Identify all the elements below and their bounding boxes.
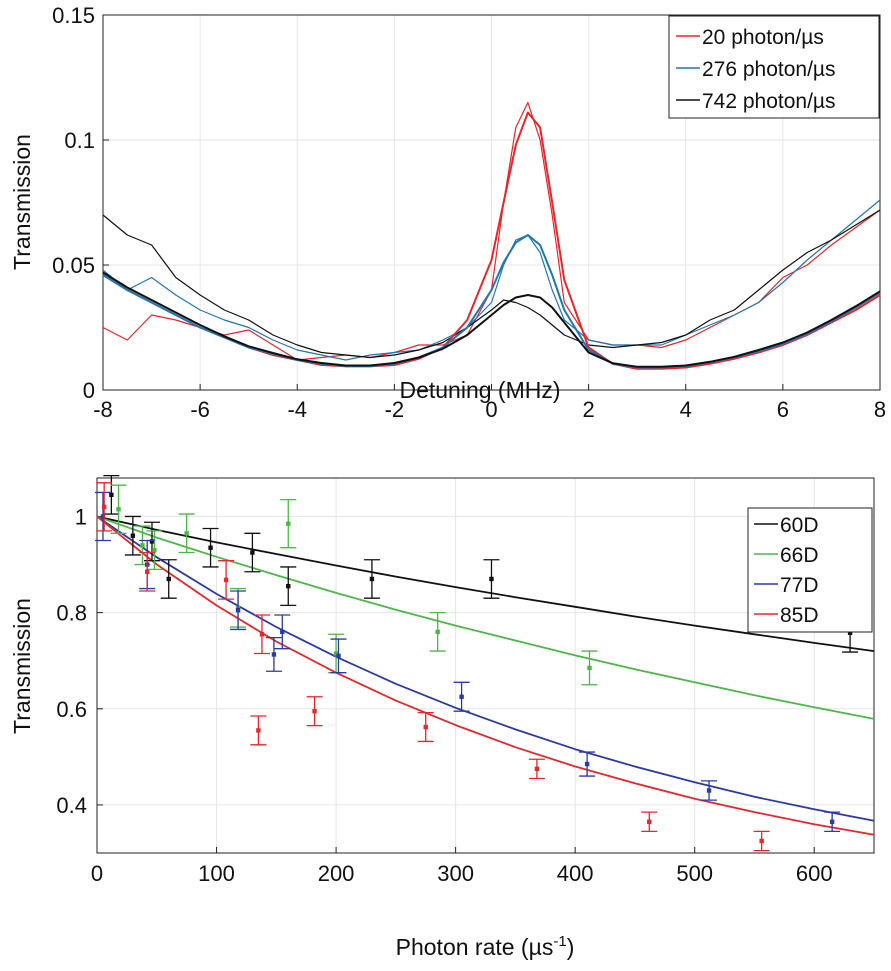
top-y-tick-label: 0 — [83, 378, 95, 403]
top-x-tick-label: 4 — [680, 397, 692, 422]
bottom-x-tick-label: 600 — [796, 861, 833, 886]
top-x-tick-label: -4 — [287, 397, 307, 422]
bottom-data-point — [116, 507, 121, 512]
bottom-data-point — [647, 819, 652, 824]
top-x-axis-label: Detuning (MHz) — [399, 377, 560, 403]
top-legend-label: 742 photon/µs — [702, 90, 836, 113]
bottom-data-point — [250, 550, 255, 555]
bottom-data-point — [208, 545, 213, 550]
top-y-tick-label: 0.15 — [52, 3, 95, 28]
bottom-chart: 0 100 200 300 400 500 600 0.4 0.6 0.8 1 Photon ra… — [9, 474, 875, 960]
bottom-legend-box — [747, 507, 873, 633]
bottom-y-tick-label: 1 — [75, 504, 87, 529]
top-x-tick-label: -6 — [190, 397, 210, 422]
bottom-data-point — [336, 653, 341, 659]
bottom-data-point — [312, 708, 317, 714]
top-series-fit-line — [102, 271, 881, 368]
bottom-data-point — [534, 766, 540, 772]
top-legend-label: 20 photon/µs — [702, 26, 824, 49]
bottom-data-point — [101, 504, 107, 510]
bottom-series-fit-line — [96, 515, 875, 720]
top-legend-label: 276 photon/µs — [702, 58, 836, 81]
bottom-y-axis-label: Transmission — [9, 598, 35, 734]
bottom-legend: 60D 66D 77D 85D — [747, 507, 873, 633]
bottom-data-point — [235, 608, 241, 613]
bottom-x-tick-label: 200 — [318, 861, 355, 886]
bottom-data-point — [259, 632, 265, 637]
top-x-tick-label: 8 — [874, 397, 886, 422]
bottom-data-point — [184, 531, 189, 536]
bottom-data-point — [152, 547, 157, 553]
bottom-data-point — [706, 788, 712, 793]
bottom-data-point — [223, 577, 229, 583]
top-y-tick-label: 0.1 — [64, 128, 95, 153]
bottom-data-point — [140, 543, 145, 548]
top-y-tick-labels: 0 0.05 0.1 0.15 — [52, 3, 95, 403]
bottom-legend-label: 66D — [780, 544, 819, 567]
bottom-data-point — [584, 761, 590, 767]
top-y-axis-label: Transmission — [9, 134, 35, 270]
bottom-data-point — [280, 629, 285, 635]
top-x-tick-label: 2 — [583, 397, 595, 422]
bottom-y-tick-labels: 0.4 0.6 0.8 1 — [56, 504, 87, 817]
bottom-x-axis-label-main: Photon rate (µs — [396, 934, 554, 960]
bottom-data-point — [333, 651, 339, 656]
bottom-data-point — [489, 576, 494, 582]
top-x-tick-label: -8 — [93, 397, 113, 422]
top-series — [102, 101, 881, 370]
bottom-data-point — [130, 533, 136, 538]
bottom-plot-frame — [96, 477, 875, 854]
top-y-tick-label: 0.05 — [52, 253, 95, 278]
bottom-data-point — [286, 583, 291, 589]
bottom-series-fit-line — [96, 515, 875, 836]
bottom-data-point — [166, 576, 171, 582]
bottom-data-point — [145, 569, 150, 574]
bottom-data-point — [100, 514, 106, 519]
top-chart: -8 -6 -4 -2 0 2 4 6 8 0 0.05 0.1 0.15 Detuning (MHz… — [9, 3, 886, 422]
bottom-x-tick-labels: 0 100 200 300 400 500 600 — [91, 861, 833, 886]
bottom-y-tick-label: 0.6 — [56, 697, 87, 722]
bottom-data-point — [587, 665, 592, 671]
bottom-data-point — [459, 694, 464, 699]
bottom-data-point — [369, 576, 375, 582]
bottom-data-point — [256, 728, 261, 733]
bottom-x-tick-label: 300 — [437, 861, 474, 886]
bottom-legend-label: 60D — [780, 514, 819, 537]
bottom-data-point — [847, 630, 853, 636]
bottom-data-point — [829, 819, 835, 824]
top-x-tick-label: 6 — [777, 397, 789, 422]
bottom-y-tick-label: 0.8 — [56, 601, 87, 626]
bottom-data-point — [435, 629, 440, 635]
bottom-y-tick-label: 0.4 — [56, 793, 87, 818]
bottom-x-axis-label-sup: -1 — [553, 933, 566, 950]
top-legend-box — [668, 15, 880, 119]
bottom-data-point — [109, 492, 114, 498]
top-x-tick-label: 0 — [485, 397, 497, 422]
top-x-tick-labels: -8 -6 -4 -2 0 2 4 6 8 — [93, 397, 886, 422]
bottom-data-point — [286, 521, 291, 526]
bottom-legend-label: 77D — [780, 574, 819, 597]
bottom-series-fit-line — [96, 515, 875, 652]
bottom-data-point — [423, 724, 428, 730]
top-legend: 20 photon/µs 276 photon/µs 742 photon/µs — [668, 15, 880, 119]
bottom-x-tick-label: 100 — [198, 861, 235, 886]
bottom-x-tick-label: 0 — [91, 861, 103, 886]
bottom-data-point — [149, 539, 155, 544]
bottom-x-axis-label: Photon rate (µs-1) — [396, 933, 575, 960]
top-x-tick-label: -2 — [385, 397, 405, 422]
bottom-x-tick-label: 500 — [676, 861, 713, 886]
bottom-x-tick-label: 400 — [557, 861, 594, 886]
bottom-data-point — [759, 838, 764, 844]
bottom-data-point — [271, 652, 277, 657]
top-tick-marks — [102, 14, 881, 391]
bottom-series — [94, 474, 875, 852]
bottom-x-axis-label-close: ) — [567, 934, 575, 960]
bottom-legend-label: 85D — [780, 604, 819, 627]
